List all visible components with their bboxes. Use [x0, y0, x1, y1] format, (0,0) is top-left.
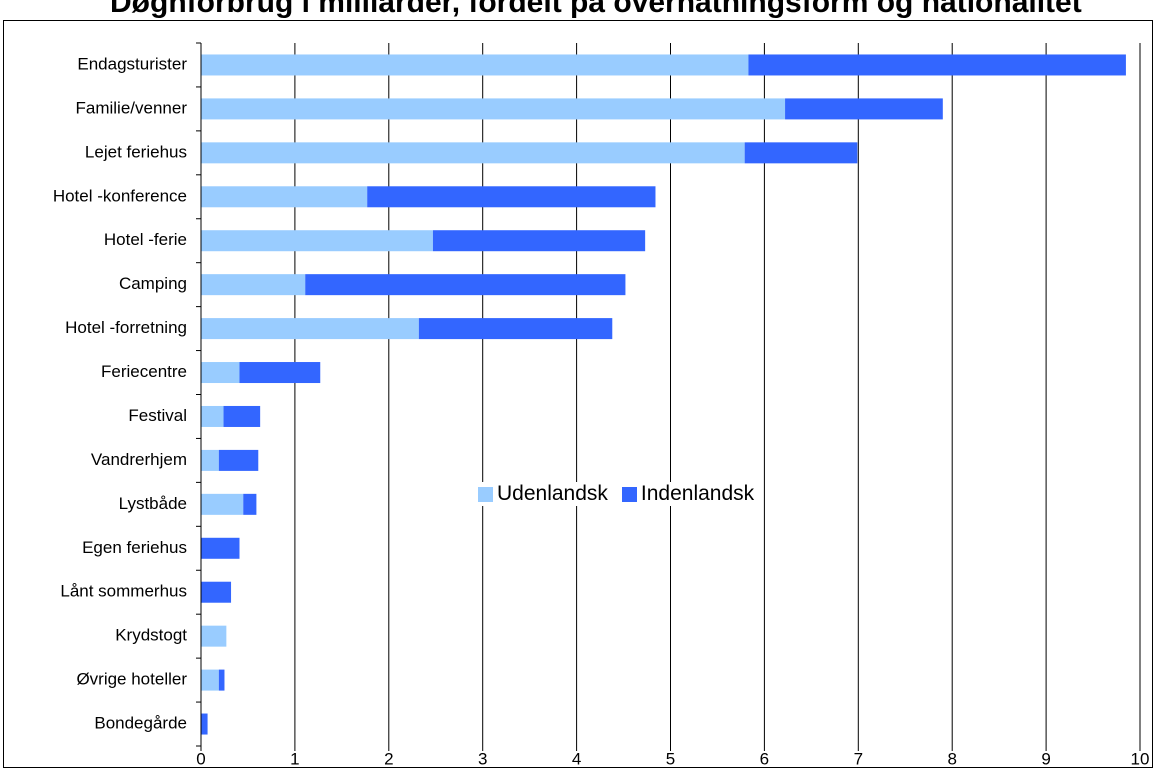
- bar-udenlandsk: [201, 142, 745, 164]
- legend-label-indenlandsk: Indenlandsk: [640, 482, 755, 505]
- bar-udenlandsk: [201, 405, 224, 427]
- category-label: Krydstogt: [115, 626, 187, 645]
- legend-swatch-udenlandsk: [478, 486, 493, 502]
- bar-udenlandsk: [201, 669, 219, 691]
- bar-udenlandsk: [201, 362, 240, 384]
- bar-indenlandsk: [243, 493, 257, 515]
- category-label: Hotel -ferie: [104, 230, 187, 249]
- legend-label-udenlandsk: Udenlandsk: [497, 482, 608, 505]
- x-tick-labels: 0 1 2 3 4 5 6 7 8 9 10: [196, 749, 1149, 765]
- bar-indenlandsk: [367, 186, 656, 208]
- bar-indenlandsk: [305, 274, 626, 296]
- bar-indenlandsk: [218, 669, 225, 691]
- legend-item-udenlandsk: Udenlandsk: [478, 482, 608, 506]
- bar-indenlandsk: [201, 713, 208, 735]
- bar-indenlandsk: [201, 537, 240, 559]
- x-tick-label: 4: [572, 749, 581, 765]
- bar-indenlandsk: [748, 54, 1126, 76]
- bar-udenlandsk: [201, 318, 419, 340]
- bar-udenlandsk: [201, 54, 749, 76]
- bars: [201, 54, 1126, 735]
- x-tick-label: 3: [478, 749, 487, 765]
- x-tick-label: 10: [1131, 749, 1150, 765]
- category-label: Feriecentre: [101, 362, 187, 381]
- category-label: Familie/venner: [76, 98, 188, 117]
- chart-frame: [3, 20, 1153, 768]
- chart-title: Døgnforbrug i milliarder, fordelt på ove…: [110, 0, 1082, 18]
- category-label: Lejet feriehus: [85, 142, 187, 161]
- bar-udenlandsk: [201, 449, 219, 471]
- bar-udenlandsk: [201, 625, 227, 647]
- title-strip: Døgnforbrug i milliarder, fordelt på ove…: [0, 0, 1155, 18]
- category-label: Øvrige hoteller: [76, 670, 187, 689]
- bar-udenlandsk: [201, 274, 306, 296]
- x-tick-label: 2: [384, 749, 393, 765]
- category-label: Endagsturister: [77, 54, 187, 73]
- category-label: Hotel -konference: [53, 186, 187, 205]
- bar-udenlandsk: [201, 230, 433, 252]
- bar-indenlandsk: [432, 230, 646, 252]
- bar-indenlandsk: [201, 581, 232, 603]
- category-label: Bondegårde: [94, 714, 187, 733]
- bar-udenlandsk: [201, 493, 244, 515]
- category-label: Vandrerhjem: [91, 450, 187, 469]
- x-tick-label: 7: [854, 749, 863, 765]
- category-label: Egen feriehus: [82, 538, 187, 557]
- bar-udenlandsk: [201, 98, 786, 120]
- category-label: Camping: [119, 274, 187, 293]
- category-label: Festival: [128, 406, 187, 425]
- category-labels: Endagsturister Familie/venner Lejet ferieh…: [53, 54, 188, 732]
- x-tick-label: 6: [760, 749, 769, 765]
- bar-indenlandsk: [239, 362, 321, 384]
- x-tick-label: 8: [947, 749, 956, 765]
- legend-item-indenlandsk: Indenlandsk: [621, 482, 755, 506]
- bar-indenlandsk: [418, 318, 613, 340]
- bar-indenlandsk: [218, 449, 259, 471]
- x-tick-label: 0: [196, 749, 205, 765]
- category-label: Lystbåde: [119, 494, 187, 513]
- bar-indenlandsk: [223, 405, 261, 427]
- x-tick-label: 5: [666, 749, 675, 765]
- x-tick-label: 9: [1041, 749, 1050, 765]
- category-label: Lånt sommerhus: [60, 582, 187, 601]
- bar-indenlandsk: [785, 98, 943, 120]
- category-label: Hotel -forretning: [65, 318, 187, 337]
- bar-udenlandsk: [201, 186, 368, 208]
- bar-indenlandsk: [744, 142, 858, 164]
- legend-swatch-indenlandsk: [621, 486, 637, 502]
- x-tick-label: 1: [290, 749, 299, 765]
- legend: Udenlandsk Indenlandsk: [478, 482, 755, 506]
- axes: [196, 42, 1141, 751]
